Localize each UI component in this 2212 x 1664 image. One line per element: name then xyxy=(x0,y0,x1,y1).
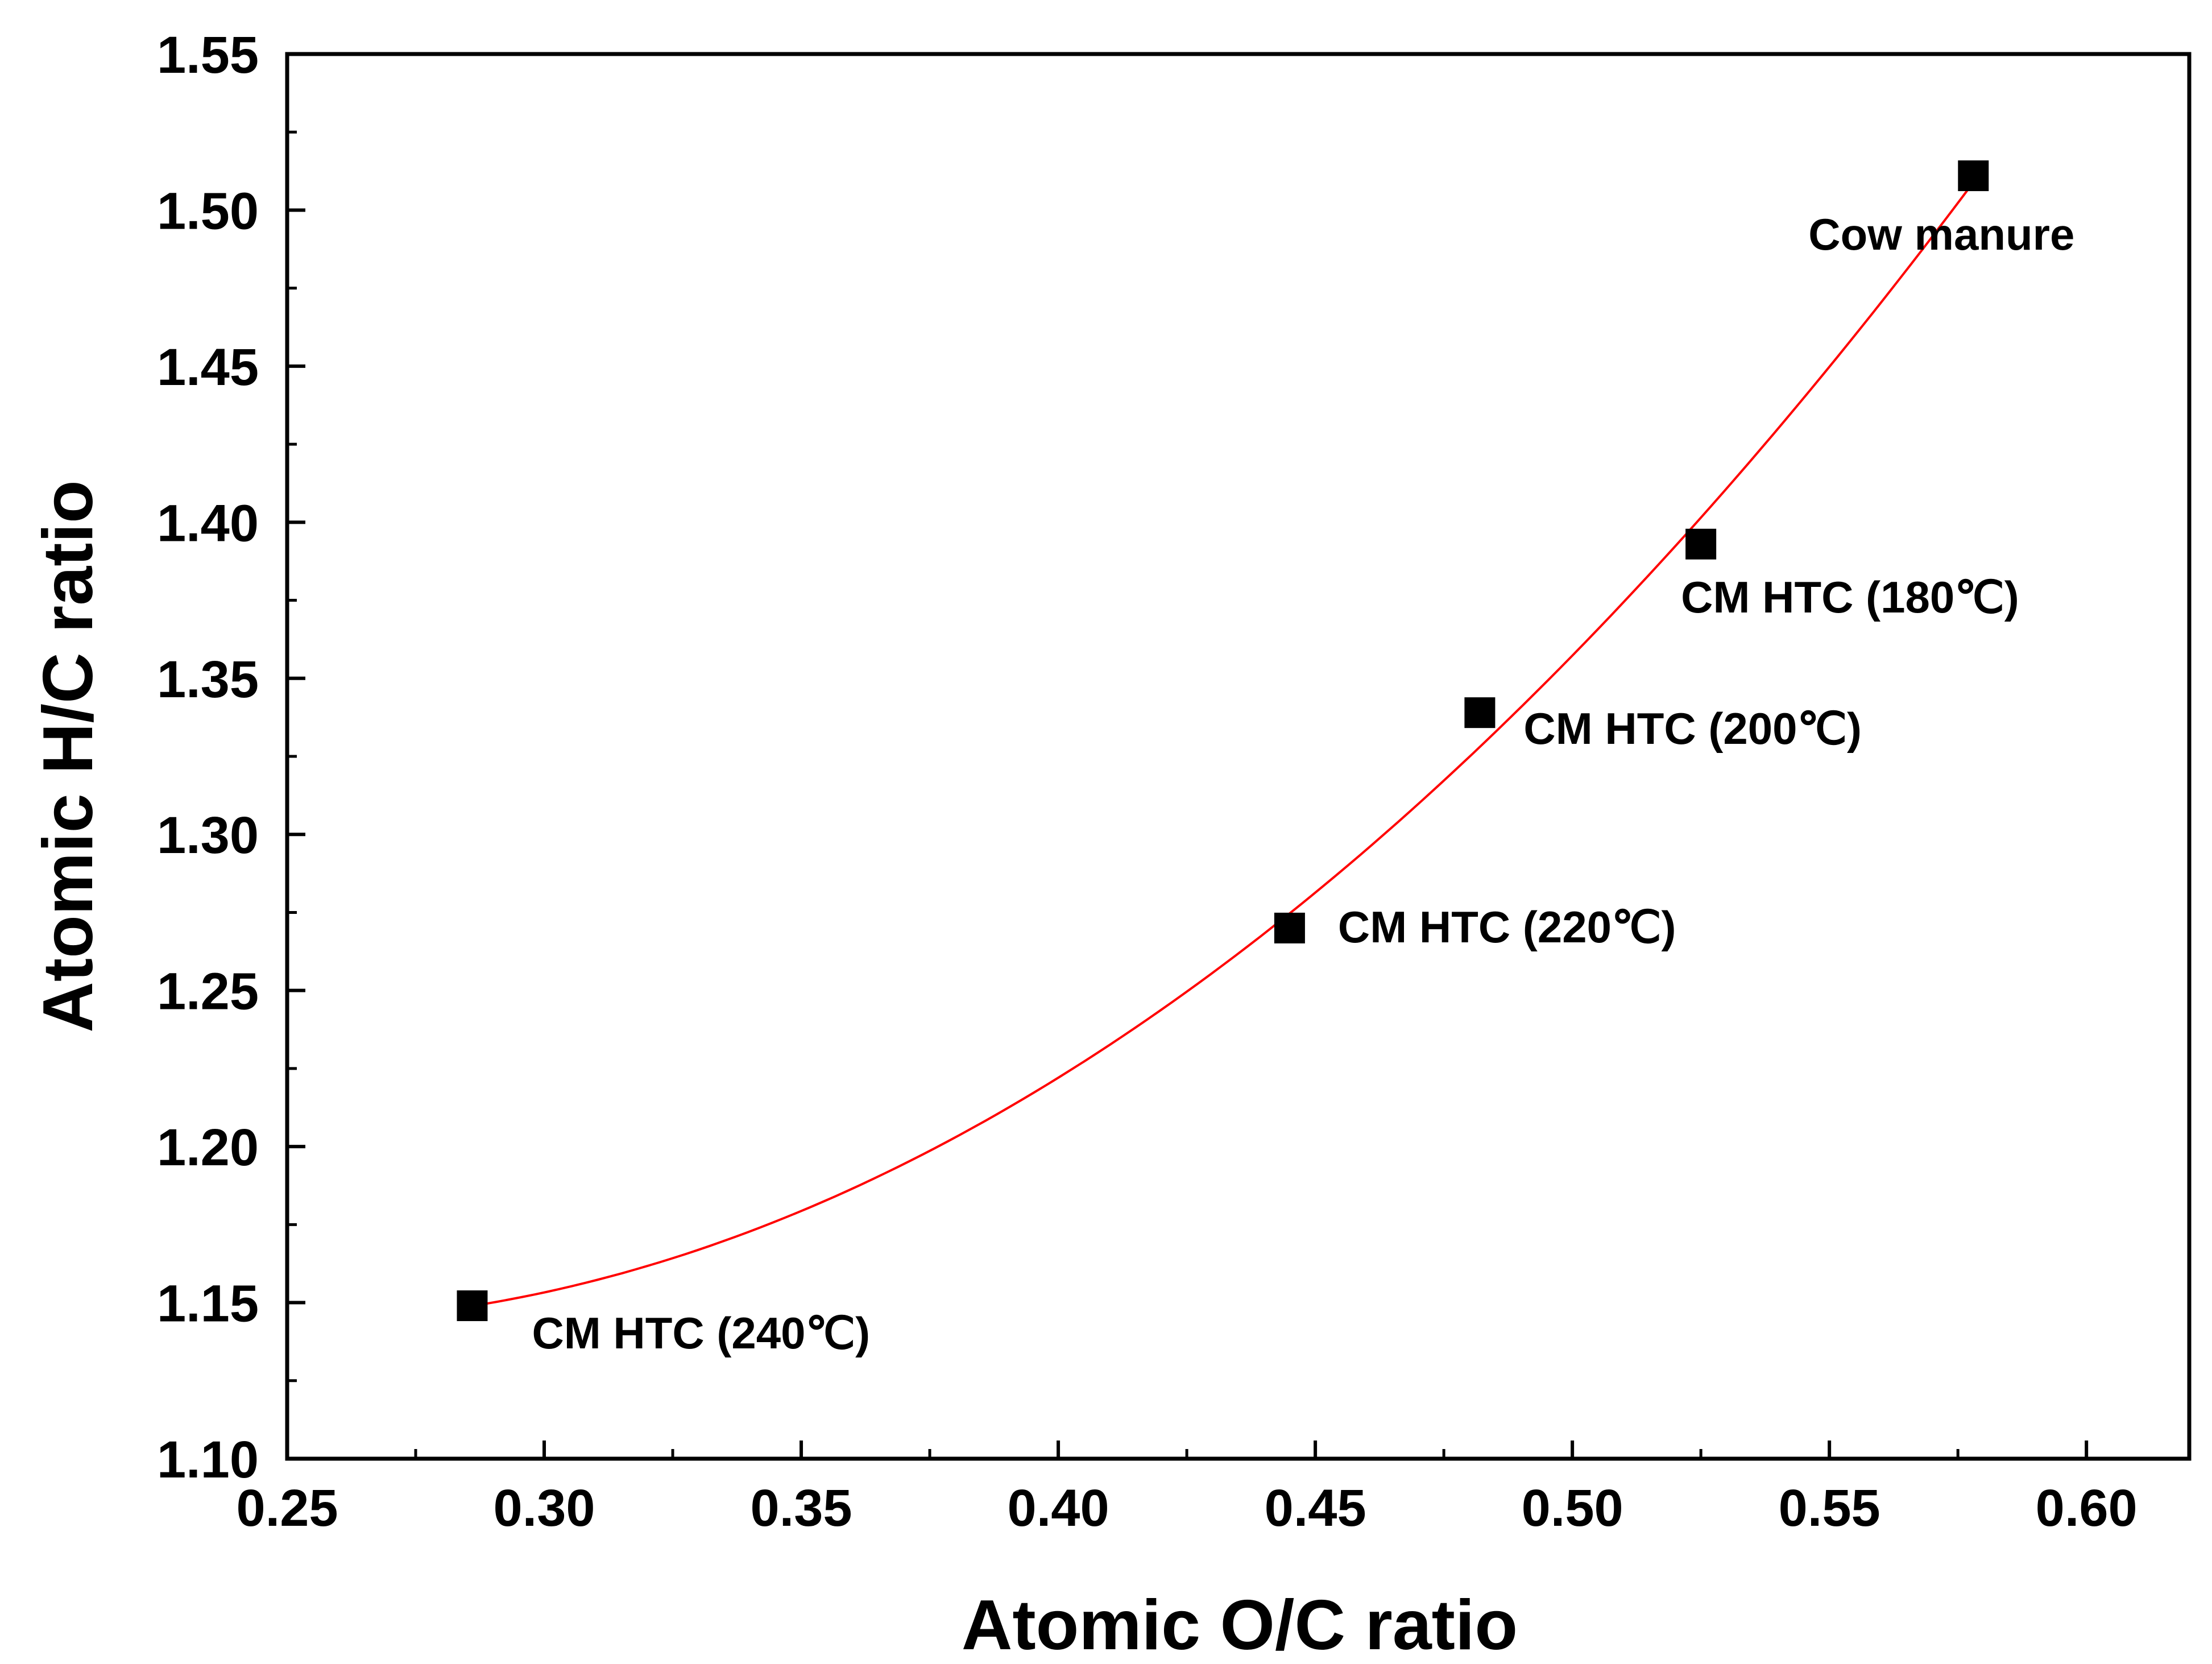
x-tick-label: 0.40 xyxy=(1008,1479,1109,1537)
y-tick-label: 1.10 xyxy=(157,1431,259,1489)
x-tick-label: 0.60 xyxy=(2036,1479,2138,1537)
y-axis-title: Atomic H/C ratio xyxy=(29,480,107,1032)
y-tick-label: 1.15 xyxy=(157,1275,259,1333)
y-tick-label: 1.25 xyxy=(157,963,259,1021)
x-tick-label: 0.55 xyxy=(1779,1479,1880,1537)
data-point xyxy=(1958,160,1989,192)
data-point xyxy=(1464,697,1496,728)
fit-curve xyxy=(472,181,1974,1307)
point-label: CM HTC (220℃) xyxy=(1338,902,1676,952)
x-tick-label: 0.25 xyxy=(236,1479,338,1537)
x-tick-label: 0.35 xyxy=(751,1479,852,1537)
y-axis-ticks: 1.10 1.15 1.20 1.25 1.30 1.35 1.40 1.45 1.50 1.55 xyxy=(157,26,305,1489)
data-point xyxy=(1274,912,1305,943)
y-tick-label: 1.45 xyxy=(157,338,259,396)
y-tick-label: 1.20 xyxy=(157,1119,259,1177)
fit-curve-layer xyxy=(472,181,1974,1307)
data-point xyxy=(457,1290,488,1322)
data-point xyxy=(1685,528,1717,560)
x-tick-label: 0.30 xyxy=(493,1479,595,1537)
y-tick-label: 1.35 xyxy=(157,651,259,709)
point-label: Cow manure xyxy=(1808,209,2074,259)
x-tick-label: 0.45 xyxy=(1265,1479,1366,1537)
x-axis-ticks: 0.25 0.30 0.35 0.40 0.45 0.50 0.55 0.60 xyxy=(236,1441,2138,1537)
point-labels-layer: CM HTC (240℃) CM HTC (220℃) CM HTC (200℃) C… xyxy=(532,209,2074,1358)
x-axis-title: Atomic O/C ratio xyxy=(962,1586,1518,1664)
point-label: CM HTC (240℃) xyxy=(532,1308,870,1358)
data-points-layer xyxy=(457,160,1989,1322)
y-tick-label: 1.40 xyxy=(157,494,259,552)
point-label: CM HTC (180℃) xyxy=(1681,572,2019,622)
y-tick-label: 1.55 xyxy=(157,26,259,84)
point-label: CM HTC (200℃) xyxy=(1523,703,1862,754)
y-tick-label: 1.50 xyxy=(157,182,259,240)
y-tick-label: 1.30 xyxy=(157,806,259,864)
x-tick-label: 0.50 xyxy=(1522,1479,1623,1537)
plot-frame xyxy=(285,52,2192,1461)
